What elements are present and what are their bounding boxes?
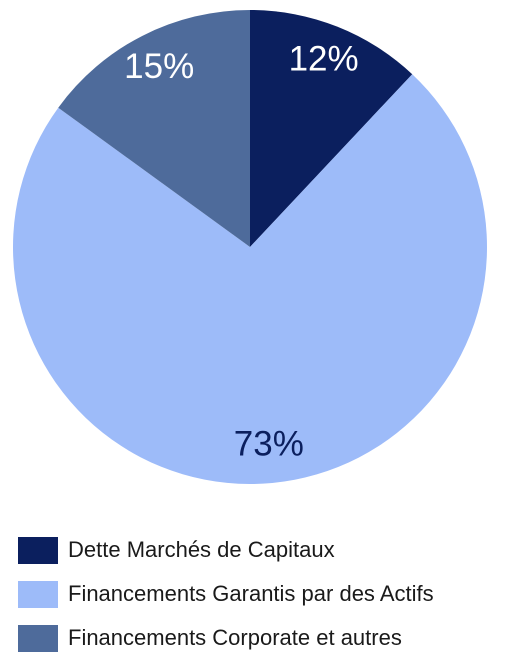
slice-label: 15% [124,47,194,86]
legend-swatch [18,537,58,564]
legend-label: Financements Garantis par des Actifs [68,581,434,606]
legend-label: Financements Corporate et autres [68,625,402,650]
legend-swatch [18,625,58,652]
legend-swatch [18,581,58,608]
pie-slice [250,10,413,247]
pie-slice [58,10,251,247]
pie-slice [12,74,488,484]
slice-label: 73% [234,424,304,463]
slice-label: 12% [289,39,359,78]
legend-label: Dette Marchés de Capitaux [68,537,335,562]
